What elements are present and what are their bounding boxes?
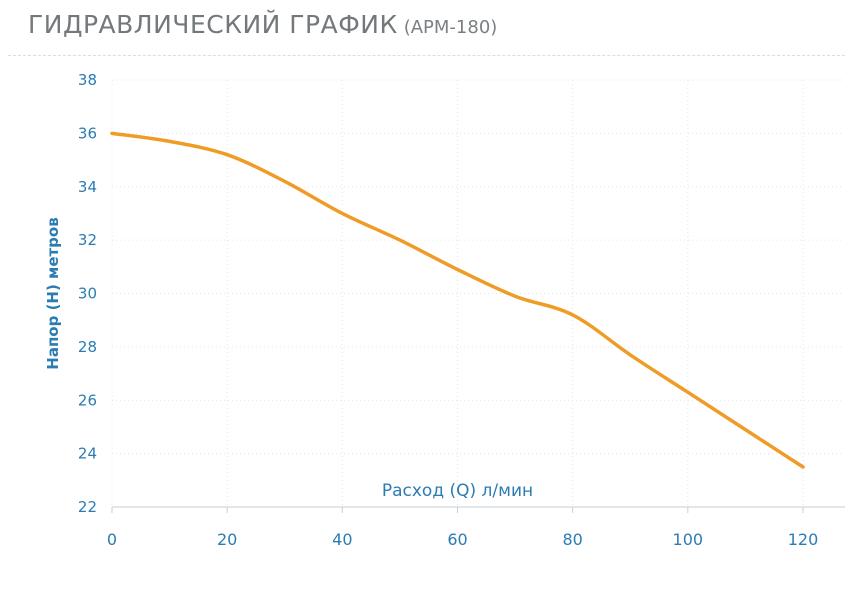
title-divider [8,55,845,56]
y-tick-label: 28 [78,338,97,356]
x-axis-title: Расход (Q) л/мин [382,481,533,501]
y-tick-label: 30 [78,285,97,303]
y-tick-label: 32 [78,231,97,249]
pump-curve-line [110,131,805,469]
y-axis-title: Напор (H) метров [44,217,62,369]
chart-title-model: (АРМ-180) [403,17,498,38]
y-tick-label: 34 [78,178,97,196]
x-tick-label: 80 [562,530,582,549]
y-tick-label: 26 [78,391,97,409]
x-tick-label: 60 [447,530,467,549]
x-tick-label: 40 [332,530,352,549]
y-tick-label: 36 [78,124,97,142]
x-tick-label: 0 [107,530,117,549]
y-tick-label: 22 [78,498,97,516]
y-tick-label: 38 [78,71,97,89]
chart-title: ГИДРАВЛИЧЕСКИЙ ГРАФИК [28,10,398,39]
x-tick-label: 120 [788,530,819,549]
x-tick-label: 100 [673,530,704,549]
y-tick-label: 24 [78,445,97,463]
page-header: ГИДРАВЛИЧЕСКИЙ ГРАФИК (АРМ-180) [28,10,497,39]
x-tick-label: 20 [217,530,237,549]
